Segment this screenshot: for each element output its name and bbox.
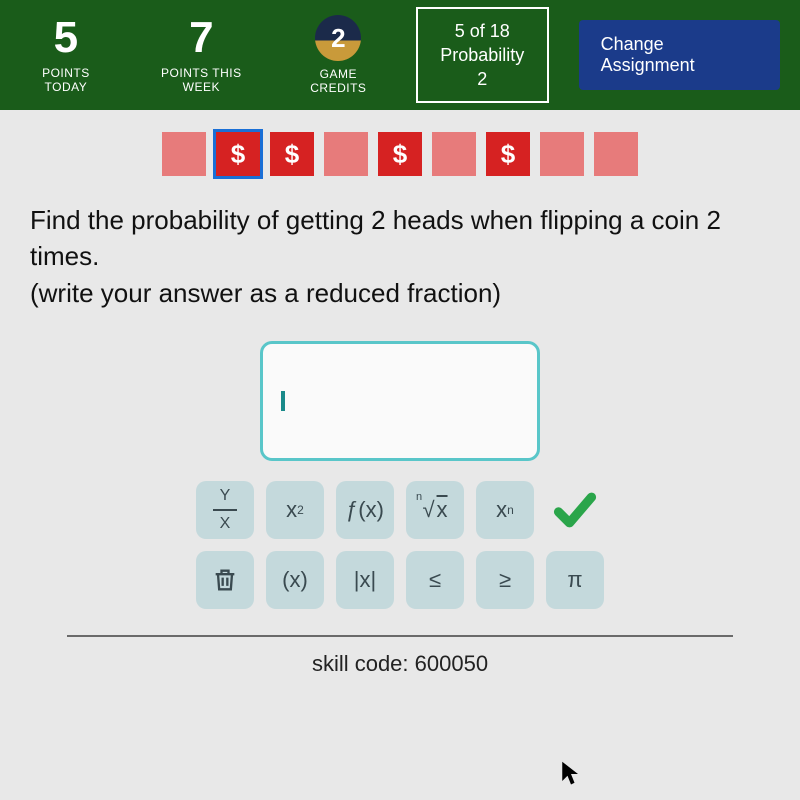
answer-input[interactable] — [260, 341, 540, 461]
fraction-y: Y — [220, 487, 231, 505]
question-tiles-row: $$$$ — [0, 110, 800, 192]
keypad-row-1: Y X x2 ƒ(x) n √x xn — [196, 481, 604, 539]
fraction-line — [213, 509, 237, 511]
nth-root-button[interactable]: n √x — [406, 481, 464, 539]
keypad-row-2: (x) |x| ≤ ≥ π — [196, 551, 604, 609]
question-tile-6[interactable] — [432, 132, 476, 176]
question-tile-2[interactable]: $ — [216, 132, 260, 176]
credits-coin-icon: 2 — [315, 15, 361, 61]
points-week-label: POINTS THIS WEEK — [142, 66, 261, 94]
points-today-value: 5 — [20, 16, 112, 60]
cursor-icon — [560, 760, 582, 793]
progress-box: 5 of 18 Probability 2 — [416, 7, 549, 104]
divider — [67, 635, 733, 637]
subscript-button[interactable]: xn — [476, 481, 534, 539]
pi-button[interactable]: π — [546, 551, 604, 609]
question-tile-5[interactable]: $ — [378, 132, 422, 176]
less-equal-button[interactable]: ≤ — [406, 551, 464, 609]
points-today: 5 POINTS TODAY — [20, 16, 112, 94]
progress-count: 5 of 18 — [434, 19, 531, 43]
trash-icon — [211, 566, 239, 594]
fraction-button[interactable]: Y X — [196, 481, 254, 539]
sub-base: x — [496, 497, 507, 523]
root-x: x — [435, 497, 448, 523]
question-line-1: Find the probability of getting 2 heads … — [30, 202, 770, 275]
change-assignment-button[interactable]: Change Assignment — [579, 20, 780, 90]
check-icon — [553, 488, 597, 532]
power-button[interactable]: x2 — [266, 481, 324, 539]
skill-code: skill code: 600050 — [30, 651, 770, 677]
points-today-label: POINTS TODAY — [20, 66, 112, 94]
points-week: 7 POINTS THIS WEEK — [142, 16, 261, 94]
fraction-x: X — [220, 515, 231, 533]
delete-button[interactable] — [196, 551, 254, 609]
question-tile-8[interactable] — [540, 132, 584, 176]
points-week-value: 7 — [142, 16, 261, 60]
question-tile-4[interactable] — [324, 132, 368, 176]
root-n: n — [416, 491, 422, 503]
credits-value: 2 — [331, 23, 345, 54]
question-tile-7[interactable]: $ — [486, 132, 530, 176]
power-exp: 2 — [297, 503, 304, 517]
game-credits: 2 GAME CREDITS — [291, 15, 386, 95]
math-keypad: Y X x2 ƒ(x) n √x xn — [30, 481, 770, 609]
progress-topic: Probability 2 — [434, 43, 531, 92]
submit-check-button[interactable] — [546, 481, 604, 539]
question-tile-9[interactable] — [594, 132, 638, 176]
question-tile-1[interactable] — [162, 132, 206, 176]
question-tile-3[interactable]: $ — [270, 132, 314, 176]
power-base: x — [286, 497, 297, 523]
question-line-2: (write your answer as a reduced fraction… — [30, 275, 770, 311]
credits-label: GAME CREDITS — [291, 67, 386, 95]
greater-equal-button[interactable]: ≥ — [476, 551, 534, 609]
root-symbol: √ — [422, 497, 434, 523]
function-button[interactable]: ƒ(x) — [336, 481, 394, 539]
parentheses-button[interactable]: (x) — [266, 551, 324, 609]
sub-n: n — [507, 503, 514, 517]
top-bar: 5 POINTS TODAY 7 POINTS THIS WEEK 2 GAME… — [0, 0, 800, 110]
text-cursor — [281, 391, 285, 411]
question-area: Find the probability of getting 2 heads … — [0, 192, 800, 677]
absolute-value-button[interactable]: |x| — [336, 551, 394, 609]
